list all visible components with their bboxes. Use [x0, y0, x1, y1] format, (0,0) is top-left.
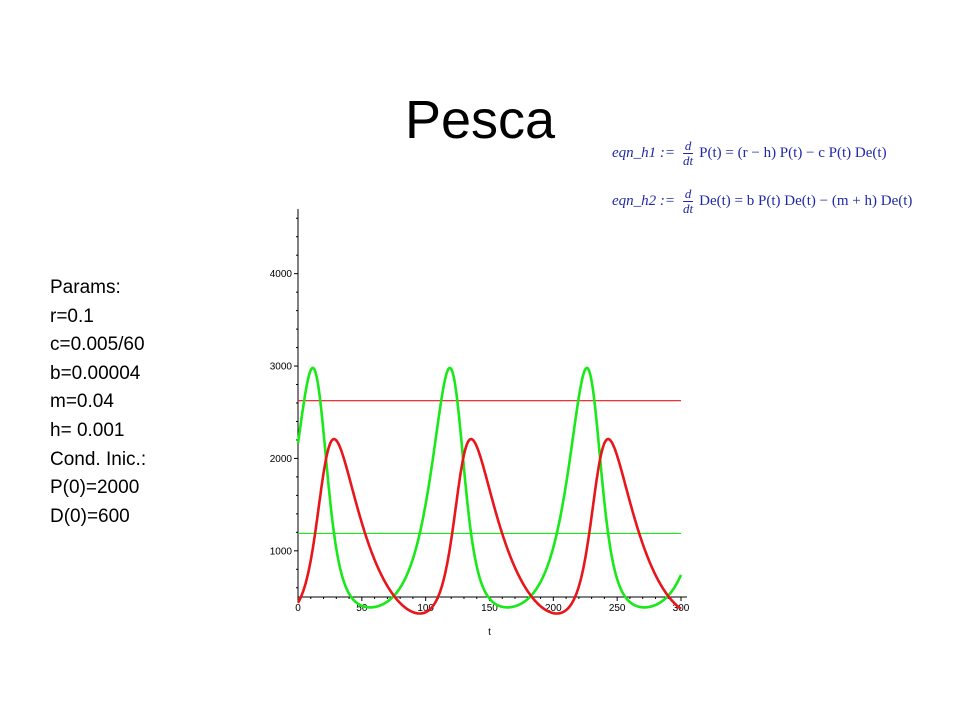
y-tick-label: 4000	[270, 269, 293, 280]
param-line: c=0.005/60	[50, 334, 145, 356]
y-tick-label: 1000	[270, 546, 293, 557]
param-line: m=0.04	[50, 391, 114, 413]
derivative-fraction: d dt	[681, 185, 695, 216]
x-tick-label: 200	[545, 603, 562, 614]
fraction-denominator: dt	[683, 200, 694, 216]
slide-title: Pesca	[404, 90, 556, 150]
equation-row-1: eqn_h1 := d dt P(t) = (r − h) P(t) − c P…	[612, 132, 887, 174]
x-tick-label: 150	[481, 603, 498, 614]
fraction-denominator: dt	[683, 152, 694, 168]
param-line: P(0)=2000	[50, 477, 140, 499]
y-tick-label: 2000	[270, 454, 293, 465]
population-chart: 0 50 100 150 200 250 300 1000 2000 3000 4000 t	[270, 209, 690, 638]
fraction-numerator: d	[682, 185, 694, 202]
equation-row-2: eqn_h2 := d dt De(t) = b P(t) De(t) − (m…	[612, 180, 912, 222]
x-tick-label: 250	[609, 603, 626, 614]
equation-lhs: eqn_h2 :=	[612, 192, 676, 209]
equations-block: eqn_h1 := d dt P(t) = (r − h) P(t) − c P…	[612, 128, 960, 228]
fraction-numerator: d	[682, 137, 694, 154]
x-tick-label: 300	[673, 603, 690, 614]
x-tick-label: 100	[417, 603, 434, 614]
series-line-green	[296, 366, 683, 609]
series-line-red	[296, 437, 682, 615]
param-line: Params:	[50, 277, 121, 298]
x-axis-label: t	[488, 627, 491, 638]
param-line: Cond. Inic.:	[50, 448, 147, 470]
equation-rhs: P(t) = (r − h) P(t) − c P(t) De(t)	[699, 144, 887, 161]
x-tick-label: 50	[356, 603, 368, 614]
equation-lhs: eqn_h1 :=	[612, 144, 676, 161]
x-tick-label: 0	[295, 603, 301, 614]
parameters-list: Params: r=0.1 c=0.005/60 b=0.00004 m=0.0…	[50, 274, 146, 531]
param-line: D(0)=600	[50, 505, 130, 527]
equation-rhs: De(t) = b P(t) De(t) − (m + h) De(t)	[699, 192, 913, 209]
y-tick-label: 3000	[270, 362, 293, 373]
param-line: h= 0.001	[50, 419, 125, 441]
param-line: b=0.00004	[50, 362, 141, 384]
derivative-fraction: d dt	[681, 137, 695, 168]
param-line: r=0.1	[50, 305, 94, 327]
